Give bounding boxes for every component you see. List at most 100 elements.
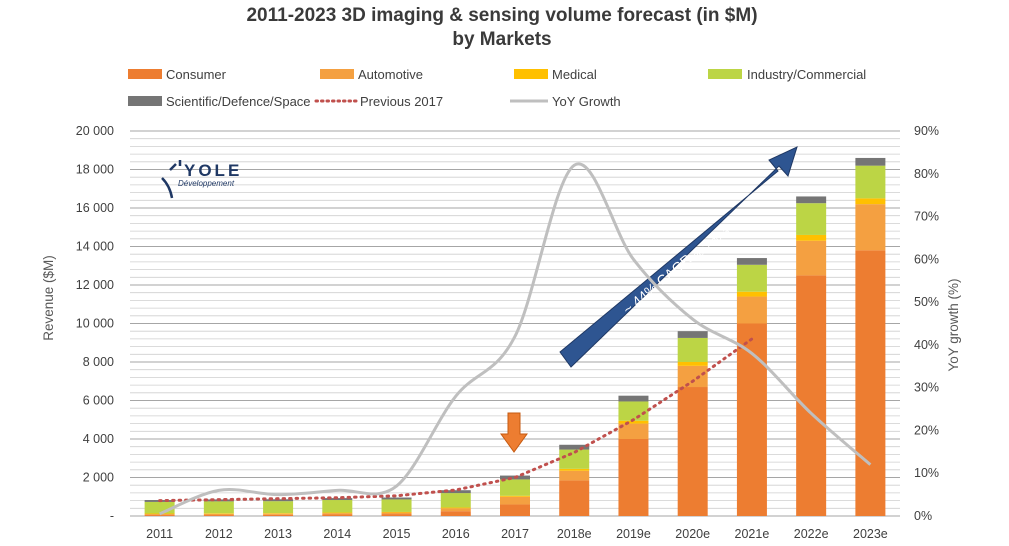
y2-tick-label: 70% bbox=[914, 210, 939, 224]
bar-segment-automotive bbox=[144, 514, 175, 516]
line-yoy-growth bbox=[159, 162, 872, 516]
legend-swatch-automotive bbox=[320, 69, 354, 79]
x-tick-label: 2017 bbox=[501, 527, 529, 541]
y2-axis-ticks: 0% 10% 20% 30% 40% 50% 60% 70% 80% 90% bbox=[914, 124, 939, 523]
bar-segment-automotive bbox=[381, 512, 412, 515]
x-tick-label: 2016 bbox=[442, 527, 470, 541]
bar-segment-automotive bbox=[559, 470, 590, 481]
y-axis-label: Revenue ($M) bbox=[41, 255, 56, 341]
y-tick-label: 12 000 bbox=[76, 278, 114, 292]
y-tick-label: 2 000 bbox=[83, 471, 114, 485]
bar-segment-industry-commercial bbox=[736, 264, 767, 292]
bar-segment-automotive bbox=[796, 240, 827, 276]
y2-tick-label: 20% bbox=[914, 423, 939, 437]
x-tick-label: 2019e bbox=[616, 527, 651, 541]
bar-segment-scientific-defence-space bbox=[381, 497, 412, 500]
bar-segment-medical bbox=[618, 420, 649, 424]
bar-segment-consumer bbox=[677, 387, 708, 516]
bars bbox=[144, 157, 886, 516]
legend-label-medical: Medical bbox=[552, 67, 597, 82]
bar-segment-industry-commercial bbox=[381, 499, 412, 512]
x-axis-ticks: 2011 2012 2013 2014 2015 2016 2017 2018e 2019e 20… bbox=[146, 527, 888, 541]
y-tick-label: 10 000 bbox=[76, 317, 114, 331]
x-tick-label: 2018e bbox=[557, 527, 592, 541]
yole-logo-mark bbox=[161, 160, 182, 199]
bar-segment-scientific-defence-space bbox=[855, 157, 886, 166]
x-tick-label: 2012 bbox=[205, 527, 233, 541]
bar-segment-consumer bbox=[855, 250, 886, 516]
bar-segment-industry-commercial bbox=[618, 401, 649, 421]
x-tick-label: 2023e bbox=[853, 527, 888, 541]
bar-segment-consumer bbox=[381, 514, 412, 516]
x-tick-label: 2014 bbox=[323, 527, 351, 541]
bar-segment-industry-commercial bbox=[203, 501, 234, 514]
bar-segment-medical bbox=[500, 495, 530, 497]
bar-segment-medical bbox=[440, 507, 471, 509]
y-tick-label: 18 000 bbox=[76, 163, 114, 177]
y2-tick-label: 30% bbox=[914, 381, 939, 395]
bar-segment-scientific-defence-space bbox=[263, 499, 294, 502]
y2-tick-label: 60% bbox=[914, 252, 939, 266]
bar-segment-medical bbox=[559, 468, 590, 471]
bar-segment-industry-commercial bbox=[440, 493, 471, 508]
bar-segment-consumer bbox=[618, 439, 649, 516]
bar-segment-automotive bbox=[322, 513, 353, 515]
bar-segment-medical bbox=[263, 513, 294, 514]
bar-segment-industry-commercial bbox=[144, 501, 175, 514]
bar-segment-consumer bbox=[322, 514, 353, 516]
y-axis-ticks: - 2 000 4 000 6 000 8 000 10 000 12 000 14 000 1… bbox=[76, 124, 114, 523]
y-tick-label: 20 000 bbox=[76, 124, 114, 138]
down-arrow-icon bbox=[500, 412, 528, 453]
bar-segment-medical bbox=[203, 513, 234, 514]
y-tick-label: 16 000 bbox=[76, 201, 114, 215]
chart-title: 2011-2023 3D imaging & sensing volume fo… bbox=[246, 5, 757, 26]
lines bbox=[158, 162, 872, 516]
legend-swatch-consumer bbox=[128, 69, 162, 79]
y2-tick-label: 50% bbox=[914, 295, 939, 309]
y-tick-label: 4 000 bbox=[83, 432, 114, 446]
bar-segment-industry-commercial bbox=[559, 449, 590, 469]
bar-segment-automotive bbox=[203, 513, 234, 516]
bar-segment-automotive bbox=[500, 496, 530, 505]
cagr-arrow-shape bbox=[559, 146, 798, 368]
bar-segment-medical bbox=[736, 291, 767, 297]
x-tick-label: 2011 bbox=[146, 527, 173, 541]
x-tick-label: 2020e bbox=[675, 527, 710, 541]
bar-segment-industry-commercial bbox=[263, 501, 294, 514]
y-tick-label: - bbox=[110, 509, 114, 523]
yole-logo: YOLE Développement bbox=[161, 160, 242, 199]
bar-segment-medical bbox=[322, 512, 353, 514]
y-tick-label: 6 000 bbox=[83, 394, 114, 408]
bar-segment-consumer bbox=[203, 515, 234, 516]
bar-segment-automotive bbox=[618, 423, 649, 439]
gridlines bbox=[130, 130, 900, 517]
bar-segment-industry-commercial bbox=[322, 500, 353, 513]
x-tick-label: 2021e bbox=[735, 527, 770, 541]
bar-segment-consumer bbox=[144, 515, 175, 516]
legend-label-consumer: Consumer bbox=[166, 67, 227, 82]
yole-logo-text: YOLE bbox=[184, 161, 242, 180]
legend: Consumer Automotive Medical Industry/Com… bbox=[128, 67, 866, 109]
y2-tick-label: 10% bbox=[914, 466, 939, 480]
bar-segment-scientific-defence-space bbox=[322, 498, 353, 501]
legend-label-yoy-growth: YoY Growth bbox=[552, 94, 621, 109]
bar-segment-medical bbox=[381, 511, 412, 513]
bar-segment-scientific-defence-space bbox=[559, 444, 590, 450]
x-tick-label: 2022e bbox=[794, 527, 829, 541]
bar-segment-scientific-defence-space bbox=[440, 490, 471, 494]
x-tick-label: 2015 bbox=[383, 527, 411, 541]
bar-segment-industry-commercial bbox=[677, 337, 708, 362]
cagr-label-main: ~ 44% CAGR bbox=[620, 251, 695, 318]
y2-tick-label: 0% bbox=[914, 509, 932, 523]
legend-label-automotive: Automotive bbox=[358, 67, 423, 82]
y2-tick-label: 40% bbox=[914, 338, 939, 352]
y2-tick-label: 90% bbox=[914, 124, 939, 138]
bar-segment-scientific-defence-space bbox=[618, 395, 649, 402]
line-previous-2017 bbox=[158, 337, 754, 503]
legend-label-scientific: Scientific/Defence/Space bbox=[166, 94, 311, 109]
legend-swatch-industry bbox=[708, 69, 742, 79]
bar-segment-automotive bbox=[263, 513, 294, 515]
bar-segment-medical bbox=[677, 362, 708, 366]
bar-segment-automotive bbox=[855, 204, 886, 251]
